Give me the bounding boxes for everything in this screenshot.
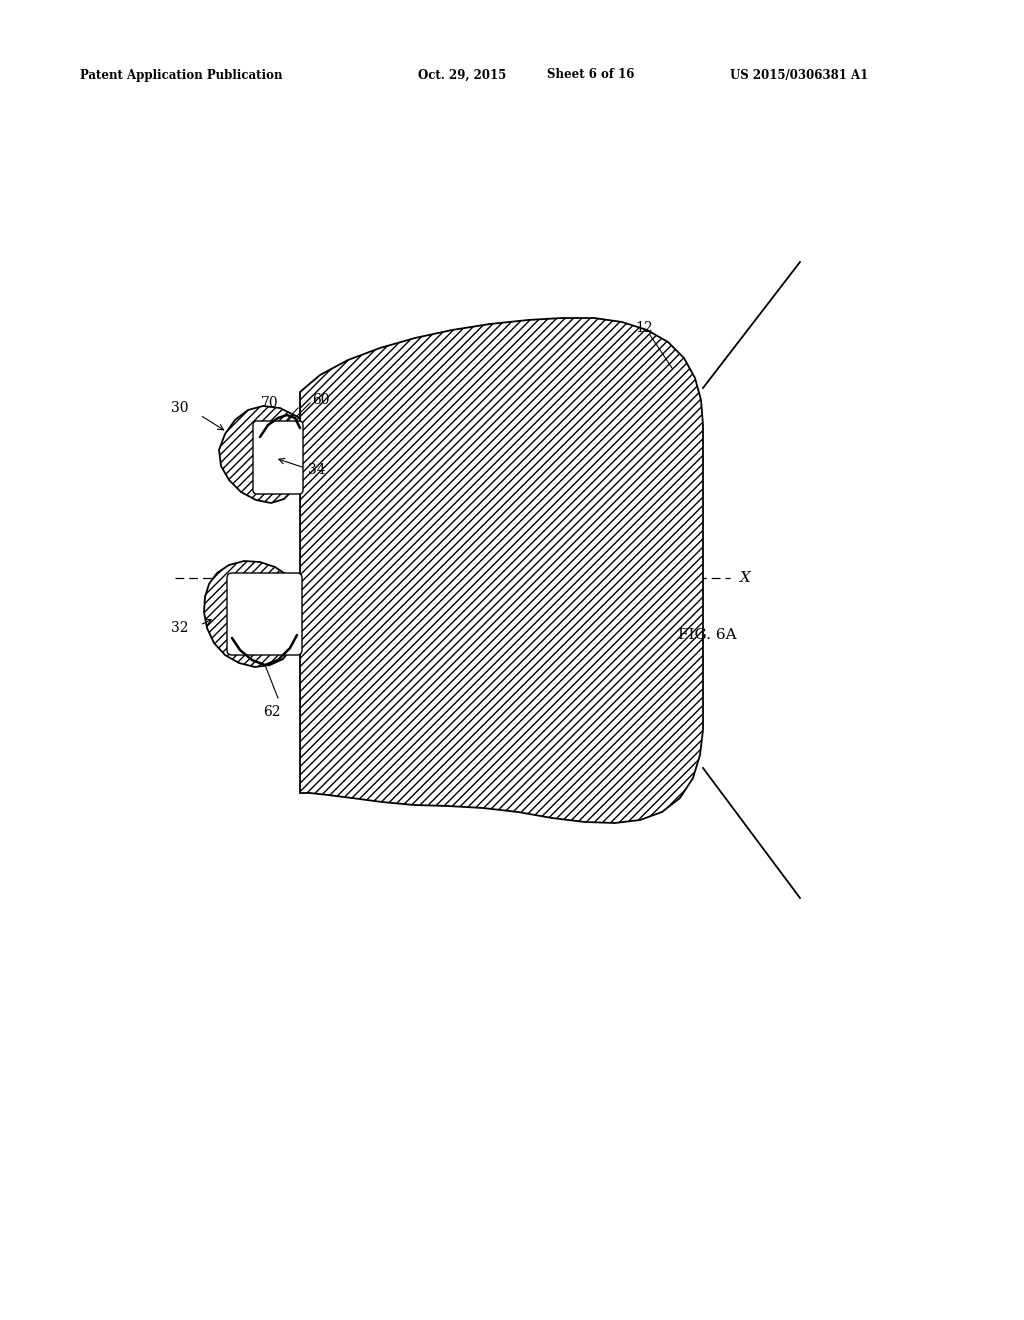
Text: Patent Application Publication: Patent Application Publication (80, 69, 283, 82)
Text: X: X (740, 572, 751, 585)
Text: Oct. 29, 2015: Oct. 29, 2015 (418, 69, 506, 82)
Text: 34: 34 (308, 463, 326, 477)
Polygon shape (204, 561, 300, 667)
Text: 12: 12 (635, 321, 652, 335)
Polygon shape (300, 318, 703, 822)
Text: FIG. 6A: FIG. 6A (678, 628, 736, 642)
Text: 60: 60 (312, 393, 330, 407)
FancyBboxPatch shape (227, 573, 302, 655)
FancyBboxPatch shape (253, 421, 303, 494)
Polygon shape (219, 407, 300, 503)
Text: Sheet 6 of 16: Sheet 6 of 16 (547, 69, 635, 82)
Text: 70: 70 (260, 396, 278, 411)
Text: 32: 32 (171, 620, 188, 635)
Text: US 2015/0306381 A1: US 2015/0306381 A1 (730, 69, 868, 82)
Text: 30: 30 (171, 401, 188, 414)
Text: 62: 62 (263, 705, 281, 719)
